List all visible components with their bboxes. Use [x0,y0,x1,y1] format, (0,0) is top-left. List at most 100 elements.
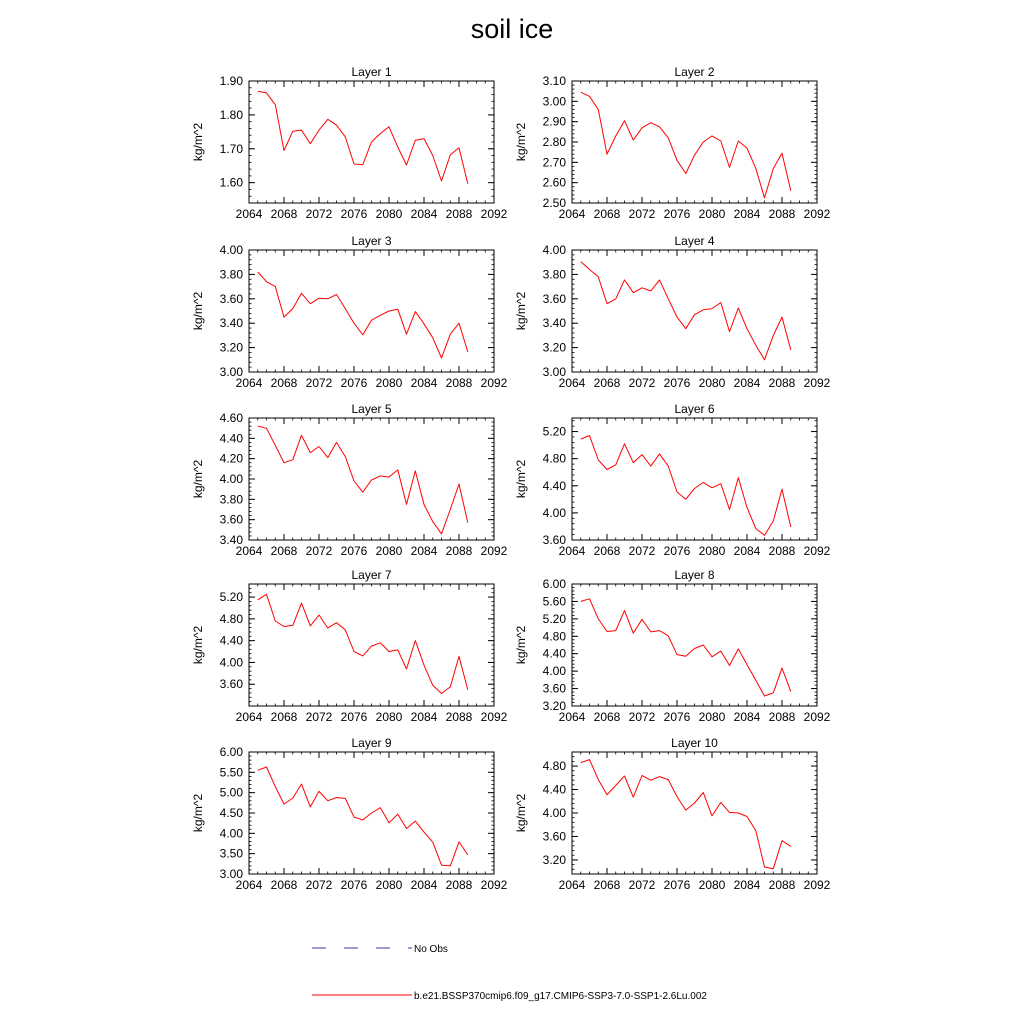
panel-10: Layer 10 kg/m^2 2064 2068 2072 2076 2080 2084 20… [514,736,831,892]
y-tick-label: 3.80 [220,492,244,506]
x-tick-label: 2092 [804,376,831,390]
y-tick-label: 3.60 [220,513,244,527]
y-axis-label: kg/m^2 [191,626,205,665]
y-tick-label: 4.40 [543,783,567,797]
y-tick-label: 4.60 [220,411,244,425]
y-tick-label: 4.00 [220,655,244,669]
y-tick-label: 5.60 [543,594,567,608]
y-tick-label: 3.40 [220,316,244,330]
x-tick-label: 2068 [594,544,621,558]
x-tick-label: 2084 [411,878,438,892]
y-tick-label: 4.00 [543,506,567,520]
plot-frame [571,249,818,373]
y-tick-label: 3.20 [543,853,567,867]
y-tick-label: 4.00 [220,243,244,257]
x-tick-label: 2076 [664,207,691,221]
y-tick-label: 4.50 [220,806,244,820]
y-tick-label: 4.80 [220,612,244,626]
x-tick-label: 2064 [559,207,586,221]
x-tick-label: 2088 [769,878,796,892]
y-tick-label: 3.50 [220,847,244,861]
x-tick-label: 2088 [769,710,796,724]
panel-title: Layer 8 [674,568,714,582]
y-tick-label: 1.80 [220,108,244,122]
panel-title: Layer 9 [351,736,391,750]
panel-1: Layer 1 kg/m^2 2064 2068 2072 2076 2080 2084 208… [191,65,508,221]
x-tick-label: 2084 [734,878,761,892]
x-tick-label: 2072 [306,544,333,558]
series-line [580,759,792,870]
x-tick-label: 2092 [481,710,508,724]
plot-frame [248,249,495,373]
x-tick-label: 2068 [594,710,621,724]
y-tick-label: 3.10 [543,74,567,88]
x-tick-label: 2064 [236,544,263,558]
y-tick-label: 4.40 [543,479,567,493]
y-axis-label: kg/m^2 [514,794,528,833]
y-tick-label: 6.00 [220,745,244,759]
y-tick-label: 3.80 [543,267,567,281]
x-tick-label: 2068 [271,710,298,724]
x-tick-label: 2084 [411,207,438,221]
panel-3: Layer 3 kg/m^2 2064 2068 2072 2076 2080 2084 208… [191,234,508,390]
series-line [580,261,792,361]
panel-title: Layer 4 [674,234,714,248]
y-tick-label: 3.40 [543,316,567,330]
x-tick-label: 2076 [341,878,368,892]
x-tick-label: 2088 [446,207,473,221]
y-tick-label: 3.60 [543,829,567,843]
y-axis-label: kg/m^2 [514,292,528,331]
panel-title: Layer 3 [351,234,391,248]
panel-6: Layer 6 kg/m^2 2064 2068 2072 2076 2080 2084 208… [514,402,831,558]
y-tick-label: 3.20 [543,341,567,355]
x-tick-label: 2076 [664,878,691,892]
x-tick-label: 2080 [699,207,726,221]
plot-frame [571,417,818,541]
x-tick-label: 2092 [804,878,831,892]
plot-frame [571,583,818,707]
x-tick-label: 2064 [236,710,263,724]
x-tick-label: 2088 [769,207,796,221]
y-tick-label: 3.40 [220,533,244,547]
x-tick-label: 2064 [236,207,263,221]
x-tick-label: 2064 [559,878,586,892]
series-line [257,766,469,867]
y-tick-label: 6.00 [543,577,567,591]
y-tick-label: 4.00 [543,664,567,678]
x-tick-label: 2080 [699,878,726,892]
y-tick-label: 4.20 [220,452,244,466]
y-tick-label: 4.00 [220,472,244,486]
x-tick-label: 2092 [481,544,508,558]
y-tick-label: 3.60 [543,533,567,547]
x-tick-label: 2080 [376,376,403,390]
legend-label-no-obs: No Obs [414,944,448,955]
x-tick-label: 2092 [481,207,508,221]
legend-label-simulation: b.e21.BSSP370cmip6.f09_g17.CMIP6-SSP3-7.… [414,991,707,1002]
x-tick-label: 2076 [664,710,691,724]
panel-9: Layer 9 kg/m^2 2064 2068 2072 2076 2080 2084 208… [191,736,508,892]
series-line [580,91,792,199]
series-line [257,593,469,694]
y-tick-label: 5.00 [220,786,244,800]
y-tick-label: 3.60 [220,292,244,306]
y-tick-label: 3.60 [543,682,567,696]
x-tick-label: 2072 [629,878,656,892]
series-line [257,90,469,184]
x-tick-label: 2092 [481,878,508,892]
panel-title: Layer 7 [351,568,391,582]
x-tick-label: 2072 [629,376,656,390]
x-tick-label: 2080 [699,710,726,724]
x-tick-label: 2068 [594,207,621,221]
y-axis-label: kg/m^2 [191,123,205,162]
x-tick-label: 2084 [411,544,438,558]
x-tick-label: 2084 [734,544,761,558]
y-tick-label: 5.50 [220,765,244,779]
panel-4: Layer 4 kg/m^2 2064 2068 2072 2076 2080 2084 208… [514,234,831,390]
y-tick-label: 2.80 [543,135,567,149]
x-tick-label: 2092 [804,544,831,558]
panel-5: Layer 5 kg/m^2 2064 2068 2072 2076 2080 2084 208… [191,402,508,558]
x-tick-label: 2072 [306,207,333,221]
panel-7: Layer 7 kg/m^2 2064 2068 2072 2076 2080 2084 208… [191,568,508,724]
x-tick-label: 2088 [446,710,473,724]
y-tick-label: 3.20 [543,699,567,713]
